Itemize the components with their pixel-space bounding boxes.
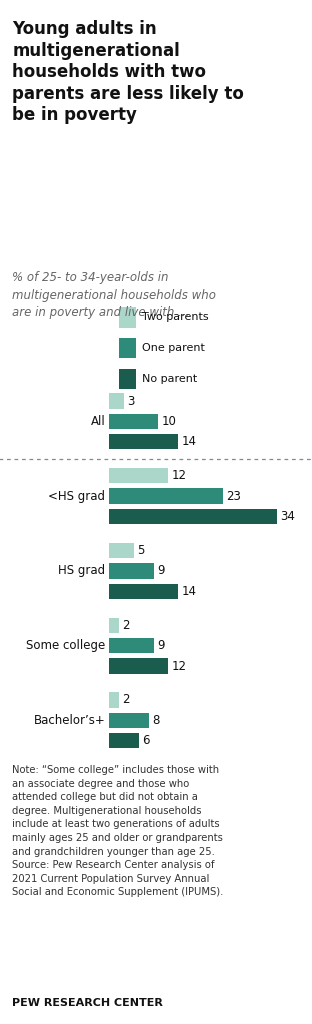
Text: % of 25- to 34-year-olds in
multigenerational households who
are in poverty and : % of 25- to 34-year-olds in multigenerat… xyxy=(12,271,217,319)
Text: 12: 12 xyxy=(172,469,187,482)
Text: One parent: One parent xyxy=(142,343,205,353)
Bar xyxy=(109,488,222,504)
Bar xyxy=(109,584,178,599)
Text: 14: 14 xyxy=(182,585,197,598)
Bar xyxy=(109,543,134,558)
Text: 10: 10 xyxy=(162,415,177,428)
Bar xyxy=(109,414,158,429)
Bar xyxy=(109,509,277,524)
Text: Bachelor’s+: Bachelor’s+ xyxy=(33,714,105,727)
Text: 34: 34 xyxy=(280,510,295,523)
Bar xyxy=(109,733,139,749)
Text: 3: 3 xyxy=(127,394,135,408)
Text: 2: 2 xyxy=(123,693,130,707)
Text: All: All xyxy=(90,415,105,428)
Bar xyxy=(109,393,124,409)
Bar xyxy=(109,713,149,728)
Bar xyxy=(109,692,119,708)
Text: 2: 2 xyxy=(123,618,130,632)
Bar xyxy=(109,658,168,674)
Text: 9: 9 xyxy=(157,564,164,578)
Text: Note: “Some college” includes those with
an associate degree and those who
atten: Note: “Some college” includes those with… xyxy=(12,765,224,897)
Text: <HS grad: <HS grad xyxy=(48,489,105,503)
Text: Some college: Some college xyxy=(26,639,105,652)
Bar xyxy=(109,468,168,483)
Text: 5: 5 xyxy=(137,544,145,557)
Bar xyxy=(109,638,154,653)
Bar xyxy=(109,434,178,450)
Bar xyxy=(109,563,154,579)
Text: 23: 23 xyxy=(226,489,241,503)
Text: 9: 9 xyxy=(157,639,164,652)
Text: 14: 14 xyxy=(182,435,197,449)
Text: Young adults in
multigenerational
households with two
parents are less likely to: Young adults in multigenerational househ… xyxy=(12,20,244,125)
Text: HS grad: HS grad xyxy=(58,564,105,578)
Text: 8: 8 xyxy=(152,714,159,727)
Bar xyxy=(109,617,119,633)
Text: Two parents: Two parents xyxy=(142,312,209,323)
Text: 6: 6 xyxy=(142,734,150,748)
Text: 12: 12 xyxy=(172,659,187,673)
Text: No parent: No parent xyxy=(142,374,197,384)
Text: PEW RESEARCH CENTER: PEW RESEARCH CENTER xyxy=(12,998,163,1009)
